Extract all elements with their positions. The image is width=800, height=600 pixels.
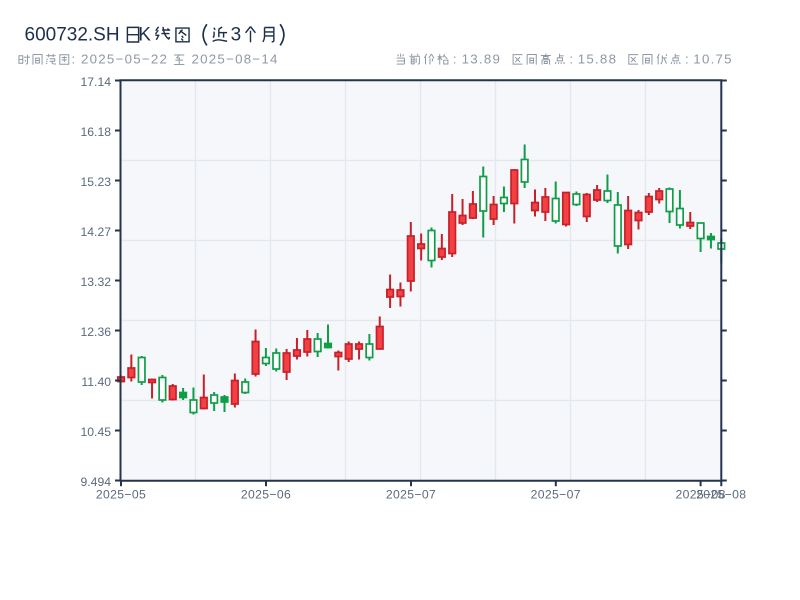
- svg-text:13.32: 13.32: [81, 275, 112, 289]
- svg-text:2025−06: 2025−06: [241, 487, 291, 501]
- svg-text:10.75: 10.75: [693, 52, 733, 67]
- svg-text::: :: [72, 52, 77, 67]
- svg-text:2025−07: 2025−07: [386, 487, 436, 501]
- svg-text:14.27: 14.27: [81, 225, 112, 239]
- svg-text:2025−05−22: 2025−05−22: [81, 52, 168, 67]
- svg-text:15.23: 15.23: [81, 175, 112, 189]
- svg-text:17.14: 17.14: [81, 75, 112, 89]
- svg-text:2025−05: 2025−05: [96, 487, 146, 501]
- svg-text:2025−08−14: 2025−08−14: [192, 52, 279, 67]
- svg-text:2025−08: 2025−08: [675, 487, 725, 501]
- svg-text:600732.SH: 600732.SH: [25, 24, 120, 45]
- svg-text:2025−08: 2025−08: [696, 487, 746, 501]
- svg-text:12.36: 12.36: [81, 325, 112, 339]
- svg-text:15.88: 15.88: [578, 52, 618, 67]
- svg-text:3: 3: [231, 24, 242, 45]
- svg-text::: :: [453, 52, 458, 67]
- svg-text:K: K: [138, 24, 151, 45]
- svg-text:2025−07: 2025−07: [531, 487, 581, 501]
- svg-text:9.494: 9.494: [81, 475, 112, 489]
- svg-text::: :: [685, 52, 690, 67]
- svg-text:10.45: 10.45: [81, 425, 112, 439]
- svg-text:13.89: 13.89: [462, 52, 502, 67]
- svg-text:16.18: 16.18: [81, 125, 112, 139]
- svg-text:11.40: 11.40: [81, 375, 111, 389]
- svg-text::: :: [569, 52, 574, 67]
